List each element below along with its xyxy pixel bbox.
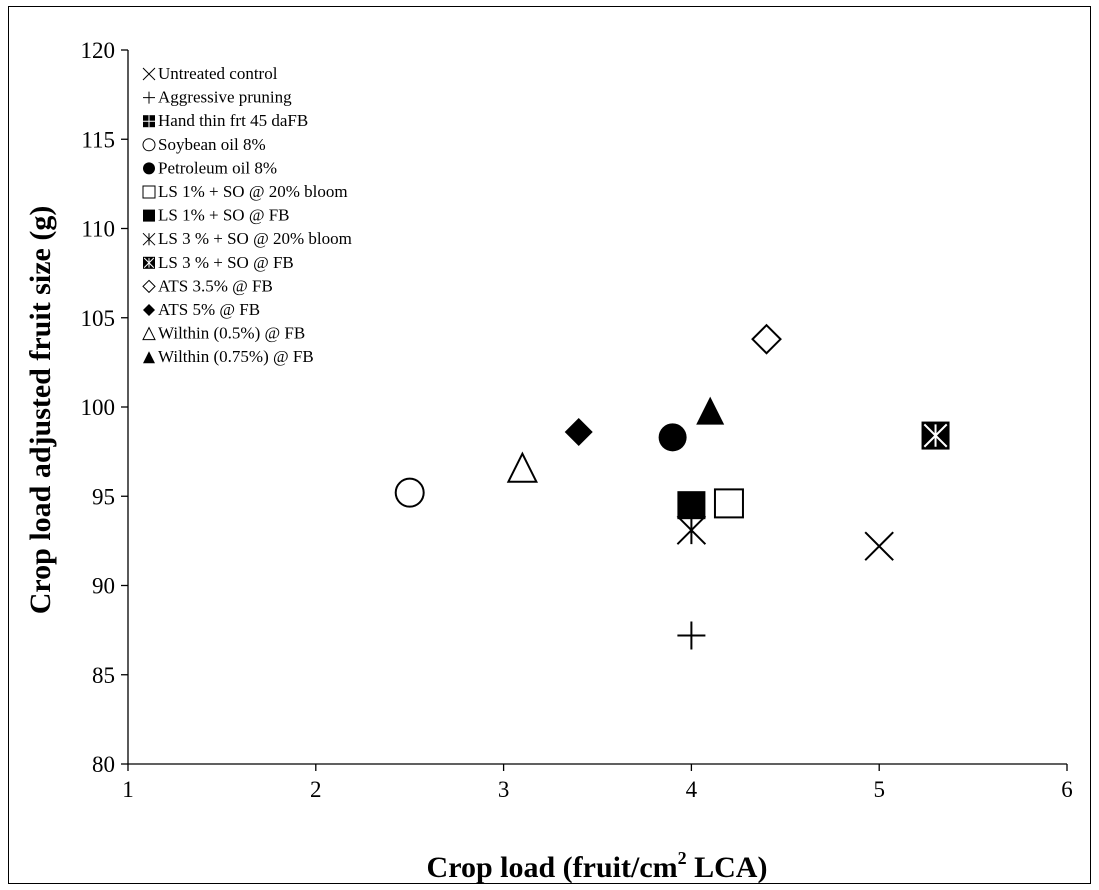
y-tick-label: 85 [92,663,115,688]
legend-label: LS 3 % + SO @ FB [158,253,294,272]
legend-marker [143,256,155,269]
legend-label: Wilthin (0.75%) @ FB [158,347,314,366]
legend-label: LS 1% + SO @ FB [158,206,290,225]
y-axis-title: Crop load adjusted fruit size (g) [24,206,57,615]
chart-frame [8,6,1091,884]
legend-label: ATS 5% @ FB [158,300,260,319]
legend-marker [143,162,155,175]
legend-marker [143,115,155,128]
legend-label: Untreated control [158,64,278,83]
data-point [506,451,538,483]
x-tick-label: 2 [310,777,322,802]
legend-marker [143,351,155,364]
x-tick-label: 1 [122,777,134,802]
data-point [564,417,593,446]
data-point [751,323,782,355]
legend-label: LS 3 % + SO @ 20% bloom [158,229,352,248]
legend-marker [142,232,156,246]
axes: 80 85 90 95 100 105 110 115 120 1 2 3 4 5 6 [81,38,1073,802]
y-tick-label: 115 [81,127,115,152]
data-point [921,421,950,450]
x-tick-label: 5 [873,777,885,802]
legend-marker [143,209,155,222]
legend-label: Petroleum oil 8% [158,158,277,177]
y-tick-label: 100 [81,395,116,420]
data-point [696,396,725,425]
legend-marker [143,91,155,104]
legend-label: Soybean oil 8% [158,135,266,154]
y-tick-label: 80 [92,752,115,777]
x-tick-label: 3 [498,777,510,802]
legend-marker [142,185,156,199]
legend-label: Aggressive pruning [158,88,292,107]
x-axis-title: Crop load (fruit/cm2 LCA) [427,848,768,884]
x-axis-title-main: Crop load (fruit/cm [427,851,678,884]
legend-marker [142,279,156,294]
y-tick-label: 110 [81,217,115,242]
data-point [677,621,706,650]
y-tick-label: 90 [92,574,115,599]
x-tick-label: 4 [686,777,698,802]
y-tick-label: 120 [81,38,116,63]
legend-marker [142,138,156,152]
data-point [676,515,707,545]
legend-label: Hand thin frt 45 daFB [158,111,308,130]
data-points [394,323,950,650]
legend-label: LS 1% + SO @ 20% bloom [158,182,348,201]
y-tick-label: 95 [92,484,115,509]
data-point [864,531,894,561]
x-axis-title-sup: 2 [678,848,687,868]
data-point [713,488,744,519]
legend-label: ATS 3.5% @ FB [158,276,273,295]
legend: Untreated control Aggressive pruning Hand … [142,64,352,366]
data-point [394,477,425,508]
legend-label: Wilthin (0.5%) @ FB [158,324,305,343]
legend-marker [142,67,156,81]
x-axis-title-suffix: LCA) [687,851,768,884]
x-tick-label: 6 [1061,777,1073,802]
legend-marker [143,304,155,316]
data-point [677,491,706,520]
y-tick-label: 105 [81,306,116,331]
data-point [658,423,687,452]
legend-marker [142,326,156,341]
